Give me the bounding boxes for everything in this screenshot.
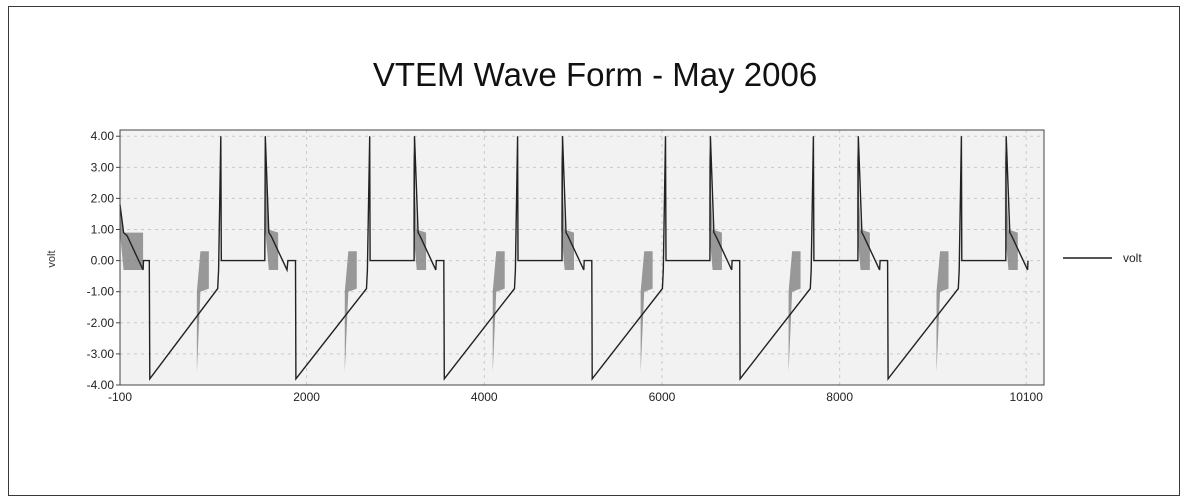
- plot-area-border: [119, 129, 1045, 386]
- signal-band-positive: [265, 148, 279, 270]
- signal-band-negative: [492, 251, 505, 373]
- plot-area-background: [120, 130, 1044, 385]
- signal-band-negative: [788, 251, 801, 373]
- signal-band-positive: [561, 148, 575, 270]
- signal-band-negative: [344, 251, 357, 373]
- y-tick-label: -2.00: [87, 316, 115, 330]
- y-tick-label: -1.00: [87, 285, 115, 299]
- series-volt-line: [119, 136, 1029, 381]
- y-tick-labels: 4.00 3.00 2.00 1.00 0.00 -1.00 -2.00 -3.00 -4.00: [87, 129, 120, 392]
- signal-band-negative: [640, 251, 653, 373]
- signal-band-positive: [709, 148, 722, 270]
- x-tick-labels: -100 2000 4000 6000 8000 10100: [108, 390, 1043, 404]
- signal-band-positive: [856, 148, 870, 270]
- y-tick-label: -3.00: [87, 347, 115, 361]
- chart-title: VTEM Wave Form - May 2006: [372, 56, 818, 93]
- y-tick-label: 3.00: [91, 160, 115, 174]
- y-tick-label: 1.00: [91, 223, 115, 237]
- x-tick-label: -100: [108, 390, 132, 404]
- y-tick-label: 4.00: [91, 129, 115, 143]
- signal-band-positive: [413, 148, 427, 270]
- legend: volt: [1063, 251, 1142, 265]
- x-tick-label: 6000: [649, 390, 676, 404]
- grid-layer: [119, 130, 1044, 386]
- y-tick-label: -4.00: [87, 378, 115, 392]
- x-tick-label: 10100: [1010, 390, 1044, 404]
- signal-band-negative: [936, 251, 949, 373]
- legend-label: volt: [1123, 251, 1142, 265]
- signal-fill-layer: [120, 148, 1018, 373]
- signal-line-layer: [119, 136, 1029, 381]
- signal-band-negative: [196, 251, 209, 373]
- y-axis-label: volt: [46, 250, 58, 267]
- x-tick-label: 4000: [471, 390, 498, 404]
- x-tick-label: 2000: [293, 390, 320, 404]
- y-tick-label: 2.00: [91, 191, 115, 205]
- signal-band-positive: [120, 204, 144, 270]
- y-tick-label: 0.00: [91, 254, 115, 268]
- x-tick-label: 8000: [826, 390, 853, 404]
- signal-band-positive: [1004, 148, 1018, 270]
